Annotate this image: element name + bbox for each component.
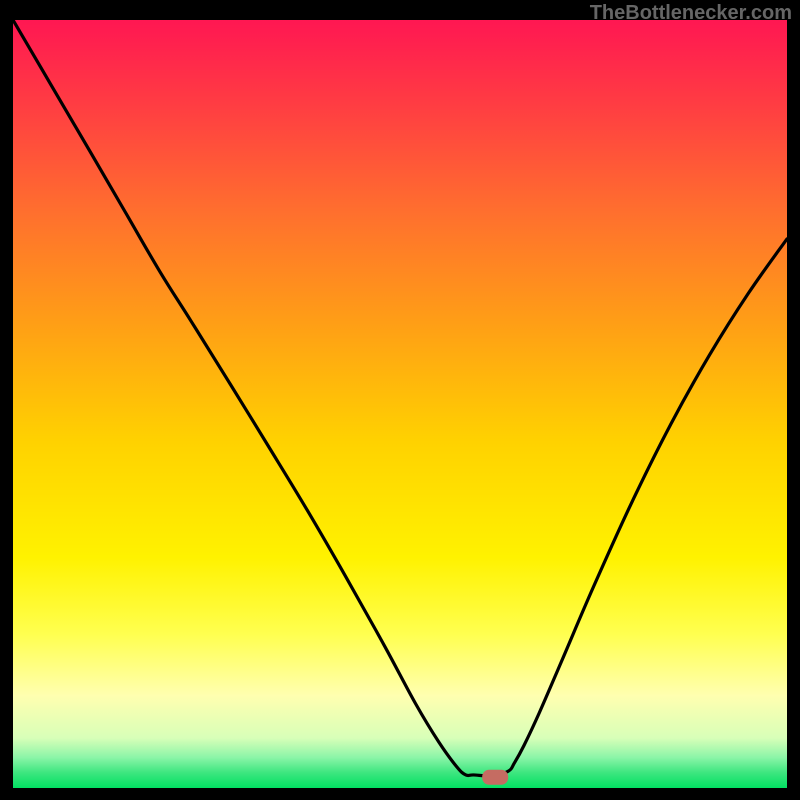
chart-svg [0, 0, 800, 800]
watermark-text: TheBottlenecker.com [590, 2, 792, 25]
bottleneck-chart: TheBottlenecker.com [0, 0, 800, 800]
optimal-marker [482, 770, 508, 785]
